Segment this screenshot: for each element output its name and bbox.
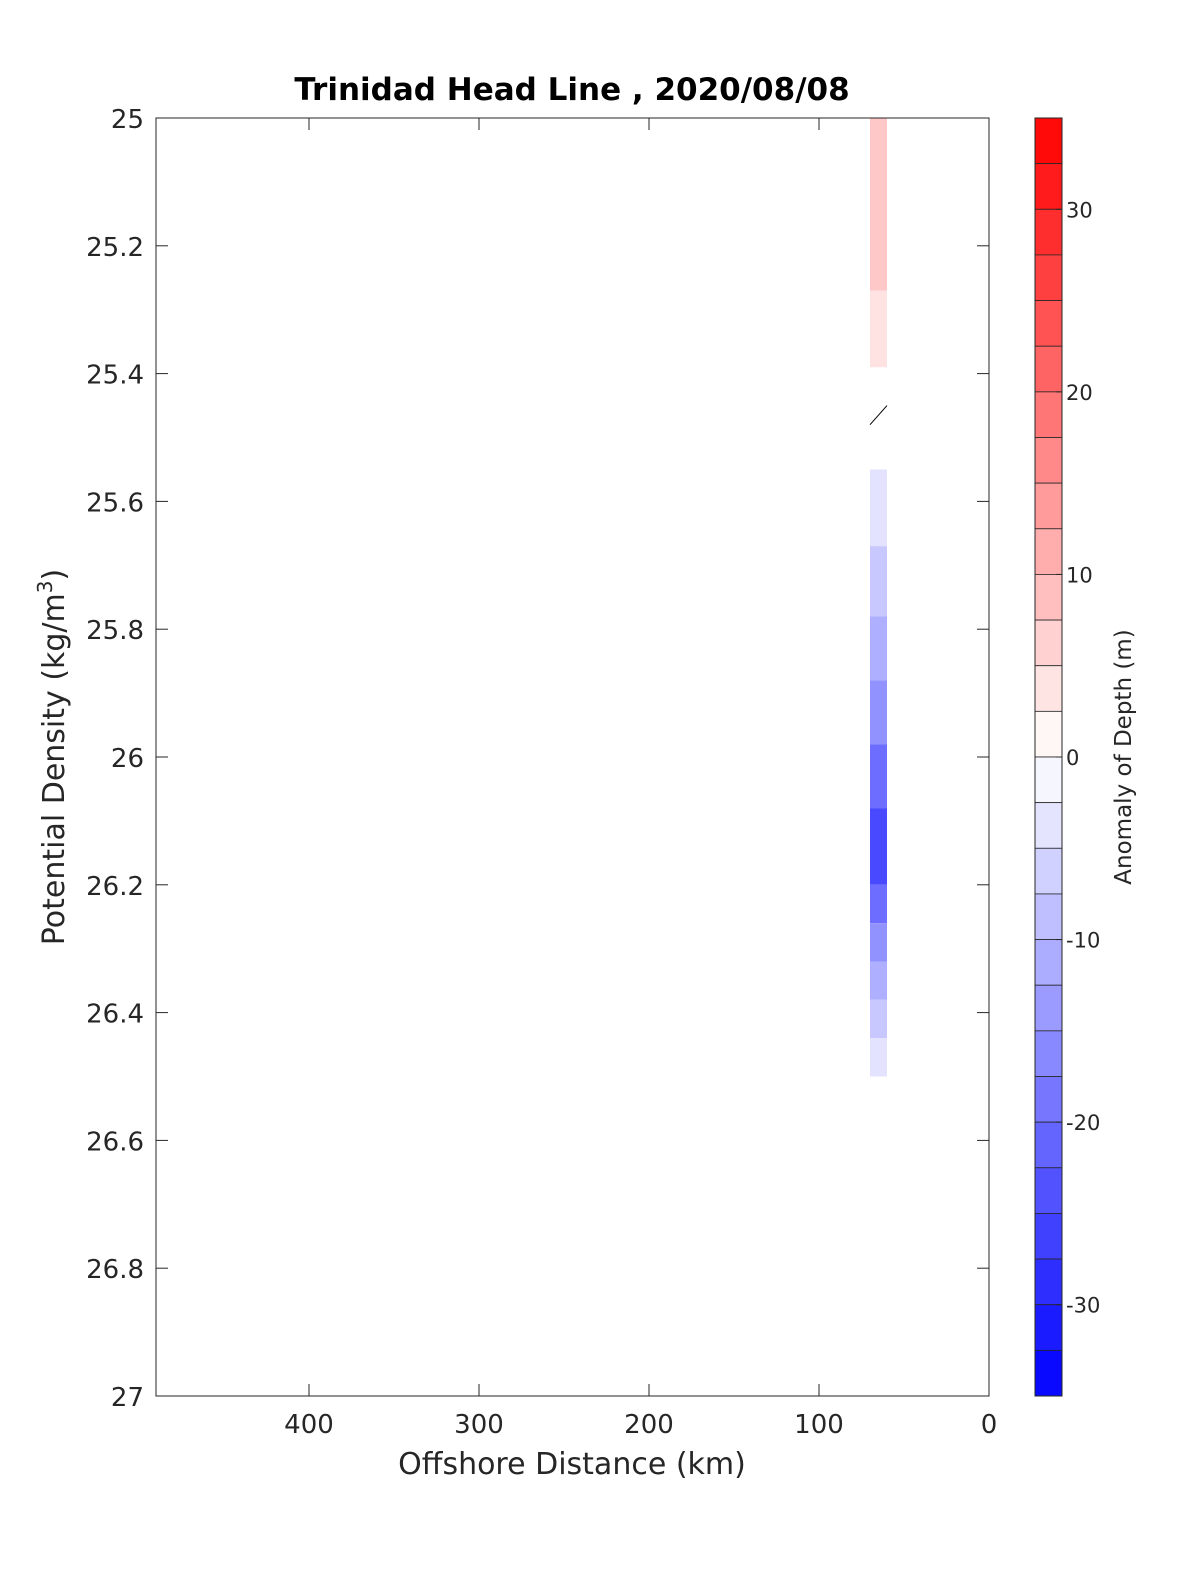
colorbar-swatch <box>1034 665 1063 712</box>
colorbar-swatch <box>1034 482 1063 530</box>
colorbar-tick-label: 30 <box>1066 198 1093 222</box>
y-tick-label: 26.8 <box>86 1255 144 1285</box>
plot-area <box>156 118 989 1396</box>
y-axis-label-superscript: 3 <box>33 580 57 593</box>
anomaly-cell <box>870 469 887 547</box>
colorbar-swatch <box>1034 939 1063 986</box>
anomaly-cell <box>870 616 887 681</box>
anomaly-cell <box>870 808 887 885</box>
colorbar-swatch <box>1034 208 1063 256</box>
anomaly-cell <box>870 546 887 617</box>
y-tick-label: 25 <box>111 105 144 135</box>
colorbar-ticks: 30 20 10 0 -10 -20 -30 <box>1056 198 1100 1318</box>
y-axis-label: Potential Density (kg/m3) <box>33 569 72 945</box>
chart-title: Trinidad Head Line , 2020/08/08 <box>294 72 849 108</box>
y-tick-label: 26.4 <box>86 1000 144 1030</box>
colorbar-swatch <box>1034 1304 1063 1351</box>
colorbar-swatch <box>1034 1167 1063 1214</box>
anomaly-cell <box>870 680 887 745</box>
y-tick-label: 26.6 <box>86 1127 144 1157</box>
colorbar-swatch <box>1034 619 1063 667</box>
colorbar-swatch <box>1034 1349 1063 1397</box>
anomaly-cell <box>870 1038 887 1077</box>
y-tick-label: 27 <box>111 1383 144 1413</box>
colorbar-tick-label: 10 <box>1066 563 1093 587</box>
colorbar-swatch <box>1034 1213 1063 1260</box>
data-layer <box>869 118 888 1077</box>
y-tick-label: 25.6 <box>86 488 144 518</box>
zero-contour-line <box>869 405 888 426</box>
x-tick-label: 300 <box>454 1410 504 1440</box>
colorbar-swatch <box>1034 391 1063 438</box>
colorbar-swatch <box>1034 117 1063 165</box>
colorbar-tick-label: -20 <box>1066 1111 1100 1135</box>
x-tick-label: 0 <box>981 1410 998 1440</box>
anomaly-cell <box>870 923 887 962</box>
colorbar <box>1034 117 1063 1397</box>
x-tick-label: 400 <box>284 1410 334 1440</box>
y-tick-label: 25.4 <box>86 361 144 391</box>
y-tick-label: 26 <box>111 744 144 774</box>
colorbar-swatch <box>1034 574 1063 621</box>
colorbar-swatch <box>1034 1258 1063 1306</box>
colorbar-swatch <box>1034 300 1063 347</box>
colorbar-tick-label: -30 <box>1066 1294 1100 1318</box>
y-tick-label: 26.2 <box>86 872 144 902</box>
colorbar-swatch <box>1034 254 1063 301</box>
y-axis: 25 25.2 25.4 25.6 25.8 26 26.2 26.4 26.6 26.8 27 <box>86 105 989 1413</box>
colorbar-swatch <box>1034 163 1063 210</box>
y-axis-label-suffix: ) <box>37 569 72 581</box>
y-tick-label: 25.8 <box>86 616 144 646</box>
x-tick-label: 200 <box>624 1410 674 1440</box>
colorbar-swatch <box>1034 1121 1063 1169</box>
x-tick-label: 100 <box>794 1410 844 1440</box>
colorbar-swatch <box>1034 528 1063 575</box>
colorbar-swatch <box>1034 345 1063 393</box>
colorbar-tick-label: -10 <box>1066 929 1100 953</box>
y-tick-label: 25.2 <box>86 233 144 263</box>
colorbar-tick-label: 20 <box>1066 381 1093 405</box>
y-axis-label-main: Potential Density (kg/m <box>37 593 72 945</box>
colorbar-swatch <box>1034 984 1063 1032</box>
colorbar-swatch <box>1034 710 1063 758</box>
colorbar-swatch <box>1034 847 1063 895</box>
colorbar-tick-label: 0 <box>1066 746 1079 770</box>
colorbar-swatch <box>1034 1076 1063 1123</box>
x-axis-label: Offshore Distance (km) <box>398 1447 746 1482</box>
x-axis: 400 300 200 100 0 <box>284 118 997 1440</box>
anomaly-cell <box>870 118 887 291</box>
colorbar-swatch <box>1034 893 1063 940</box>
anomaly-cell <box>870 290 887 368</box>
colorbar-label: Anomaly of Depth (m) <box>1111 629 1137 884</box>
colorbar-swatch <box>1034 437 1063 484</box>
anomaly-cell <box>870 744 887 809</box>
anomaly-cell <box>870 961 887 1000</box>
anomaly-cell <box>870 999 887 1039</box>
colorbar-swatch <box>1034 1030 1063 1077</box>
colorbar-swatch <box>1034 756 1063 804</box>
colorbar-swatch <box>1034 802 1063 849</box>
anomaly-cell <box>870 884 887 924</box>
